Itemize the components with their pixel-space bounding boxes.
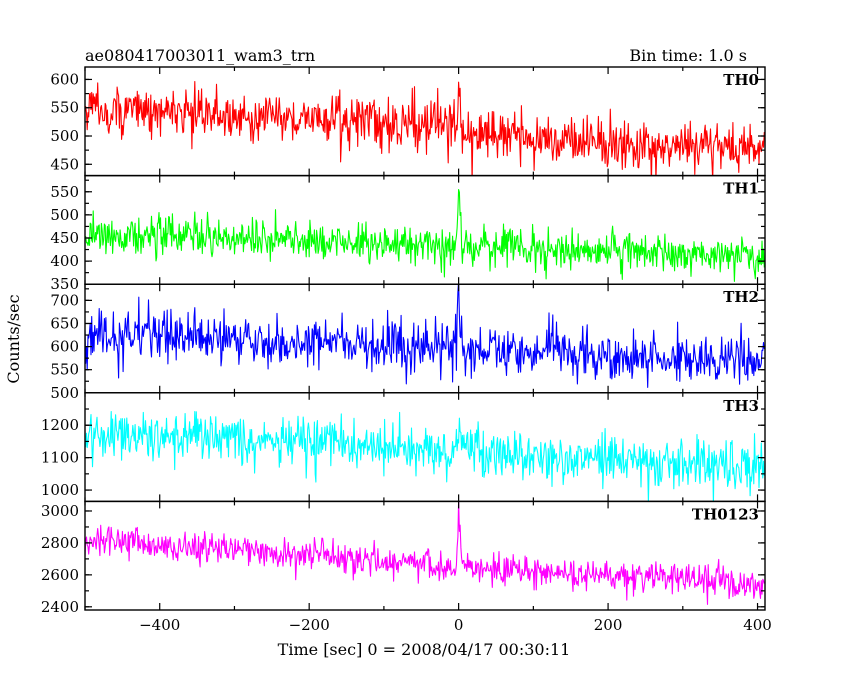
- y-tick-label: 2400: [41, 598, 79, 616]
- chart-title: ae080417003011_wam3_trn: [85, 46, 315, 65]
- series-line-th0123: [85, 501, 765, 605]
- panels-group: 450 500 550 600 TH0 350 400 450 500 550 TH1 500 550 6…: [41, 66, 772, 634]
- x-tick-label: 200: [594, 616, 623, 634]
- y-tick-label: 550: [50, 99, 79, 117]
- series-line-th2: [85, 284, 765, 388]
- panel-th0123: 2400 2600 2800 3000 TH0123: [41, 500, 766, 616]
- y-axis-title: Counts/sec: [4, 294, 23, 383]
- y-tick-label: 600: [50, 70, 79, 88]
- panel-th1: 350 400 450 500 550 TH1: [50, 174, 766, 293]
- x-tick-label: −200: [289, 616, 330, 634]
- panel-name-label: TH2: [723, 288, 759, 306]
- y-tick-label: 1000: [41, 481, 79, 499]
- y-tick-label: 450: [50, 155, 79, 173]
- y-tick-label: 600: [50, 338, 79, 356]
- y-tick-label: 2800: [41, 534, 79, 552]
- series-line-th3: [85, 410, 765, 502]
- panel-th0: 450 500 550 600 TH0: [50, 66, 766, 177]
- y-tick-label: 1100: [41, 449, 79, 467]
- y-tick-label: 550: [50, 183, 79, 201]
- y-tick-label: 650: [50, 314, 79, 332]
- panel-th3: 1000 1100 1200 TH3: [41, 392, 766, 503]
- x-tick-label: 0: [454, 616, 464, 634]
- y-tick-label: 450: [50, 229, 79, 247]
- y-tick-label: 500: [50, 384, 79, 402]
- y-tick-label: 550: [50, 361, 79, 379]
- y-tick-label: 400: [50, 252, 79, 270]
- series-line-th0: [85, 80, 765, 176]
- y-tick-label: 1200: [41, 416, 79, 434]
- y-tick-label: 350: [50, 275, 79, 293]
- bin-time-label: Bin time: 1.0 s: [629, 46, 747, 65]
- series-line-th1: [85, 188, 765, 282]
- y-tick-label: 700: [50, 291, 79, 309]
- y-tick-label: 2600: [41, 566, 79, 584]
- panel-name-label: TH3: [723, 397, 759, 415]
- panel-name-label: TH0123: [692, 505, 759, 523]
- x-tick-label: −400: [139, 616, 180, 634]
- y-tick-label: 3000: [41, 502, 79, 520]
- panel-frame: [84, 500, 766, 611]
- y-tick-label: 500: [50, 206, 79, 224]
- panel-name-label: TH0: [723, 71, 759, 89]
- panel-th2: 500 550 600 650 700 TH2: [50, 283, 766, 402]
- panel-name-label: TH1: [723, 180, 759, 198]
- x-axis-title: Time [sec] 0 = 2008/04/17 00:30:11: [278, 640, 571, 659]
- y-tick-label: 500: [50, 127, 79, 145]
- x-tick-label: 400: [743, 616, 772, 634]
